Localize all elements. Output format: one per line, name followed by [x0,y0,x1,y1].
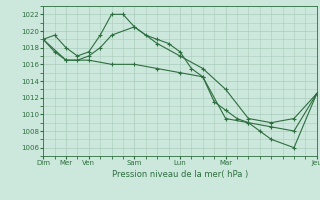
X-axis label: Pression niveau de la mer( hPa ): Pression niveau de la mer( hPa ) [112,170,248,179]
